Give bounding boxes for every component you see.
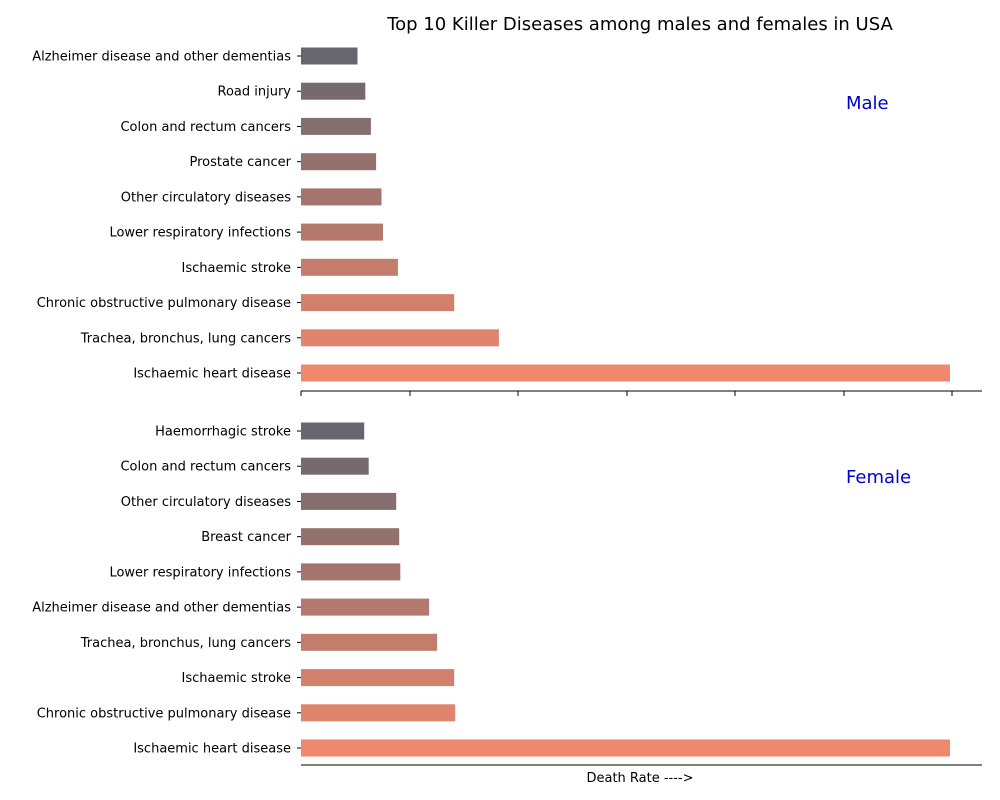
bar <box>301 82 366 100</box>
bar <box>301 598 430 616</box>
bar <box>301 492 397 510</box>
bar <box>301 223 383 241</box>
bar <box>301 47 358 65</box>
category-label: Ischaemic stroke <box>182 261 291 276</box>
bar <box>301 563 401 581</box>
bar <box>301 258 398 276</box>
bar <box>301 188 382 206</box>
category-label: Alzheimer disease and other dementias <box>32 50 291 65</box>
bar <box>301 364 950 382</box>
category-label: Other circulatory diseases <box>121 495 291 510</box>
category-label: Lower respiratory infections <box>109 565 291 580</box>
bar <box>301 528 400 546</box>
category-label: Ischaemic heart disease <box>133 367 291 382</box>
bar <box>301 669 455 687</box>
bar <box>301 739 950 757</box>
bar <box>301 329 499 347</box>
male-panel: Ischaemic heart disease Trachea, bronchus… <box>32 47 982 396</box>
category-label: Road injury <box>218 85 292 100</box>
bar <box>301 633 438 651</box>
category-label: Ischaemic stroke <box>182 671 291 686</box>
category-label: Chronic obstructive pulmonary disease <box>37 706 291 721</box>
category-label: Breast cancer <box>201 530 291 545</box>
chart-title: Top 10 Killer Diseases among males and f… <box>386 14 893 35</box>
category-label: Prostate cancer <box>189 155 291 170</box>
category-label: Ischaemic heart disease <box>133 742 291 757</box>
category-label: Other circulatory diseases <box>121 190 291 205</box>
category-label: Trachea, bronchus, lung cancers <box>80 636 291 651</box>
category-label: Chronic obstructive pulmonary disease <box>37 296 291 311</box>
category-label: Haemorrhagic stroke <box>155 425 291 440</box>
category-label: Colon and rectum cancers <box>120 120 291 135</box>
bar <box>301 153 377 171</box>
bar <box>301 704 456 722</box>
x-axis-label: Death Rate ----> <box>586 771 693 786</box>
category-label: Alzheimer disease and other dementias <box>32 601 291 616</box>
bar <box>301 457 369 475</box>
female-panel: Ischaemic heart disease Chronic obstructi… <box>32 422 982 766</box>
category-label: Trachea, bronchus, lung cancers <box>80 331 291 346</box>
bar <box>301 294 455 312</box>
panel-label: Female <box>846 467 911 488</box>
category-label: Colon and rectum cancers <box>120 460 291 475</box>
bar <box>301 117 371 135</box>
category-label: Lower respiratory infections <box>109 226 291 241</box>
bar <box>301 422 365 440</box>
panel-label: Male <box>846 93 889 114</box>
